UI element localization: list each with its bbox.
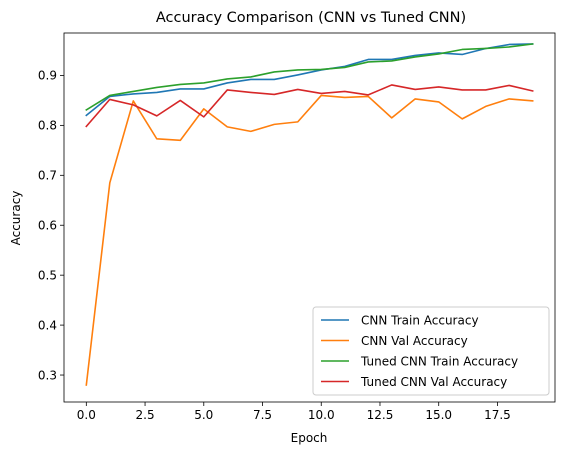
y-tick-label: 0.7 bbox=[38, 169, 57, 183]
x-tick-label: 15.0 bbox=[425, 408, 452, 422]
series-line-4 bbox=[85, 84, 534, 128]
y-tick-label: 0.9 bbox=[38, 69, 57, 83]
y-axis: 0.3 0.4 0.5 0.6 0.7 0.8 0.9 bbox=[38, 69, 64, 382]
chart-title: Accuracy Comparison (CNN vs Tuned CNN) bbox=[156, 10, 466, 26]
x-tick-label: 12.5 bbox=[367, 408, 394, 422]
x-tick-label: 5.0 bbox=[194, 408, 213, 422]
x-tick-label: 2.5 bbox=[136, 408, 155, 422]
x-tick-label: 10.0 bbox=[308, 408, 335, 422]
y-tick-label: 0.4 bbox=[38, 318, 57, 332]
x-axis: 0.0 2.5 5.0 7.5 10.0 12.5 15.0 17.5 bbox=[77, 402, 511, 422]
y-tick-label: 0.5 bbox=[38, 268, 57, 282]
series-line-3 bbox=[85, 43, 534, 112]
y-tick-label: 0.8 bbox=[38, 119, 57, 133]
y-tick-label: 0.6 bbox=[38, 219, 57, 233]
y-axis-label: Accuracy bbox=[9, 191, 23, 246]
legend-box bbox=[312, 306, 550, 396]
legend-label: CNN Train Accuracy bbox=[361, 313, 479, 327]
legend-label: Tuned CNN Train Accuracy bbox=[360, 354, 518, 368]
legend: CNN Train Accuracy CNN Val Accuracy Tuned … bbox=[312, 306, 550, 396]
series-line-1 bbox=[85, 43, 534, 117]
x-tick-label: 7.5 bbox=[253, 408, 272, 422]
legend-label: Tuned CNN Val Accuracy bbox=[360, 375, 507, 389]
series-layer bbox=[85, 43, 534, 386]
series-line-2 bbox=[85, 94, 534, 386]
y-tick-label: 0.3 bbox=[38, 368, 57, 382]
x-tick-label: 17.5 bbox=[484, 408, 511, 422]
x-tick-label: 0.0 bbox=[77, 408, 96, 422]
plot-area bbox=[63, 32, 556, 403]
x-axis-label: Epoch bbox=[291, 431, 328, 445]
legend-label: CNN Val Accuracy bbox=[361, 334, 468, 348]
